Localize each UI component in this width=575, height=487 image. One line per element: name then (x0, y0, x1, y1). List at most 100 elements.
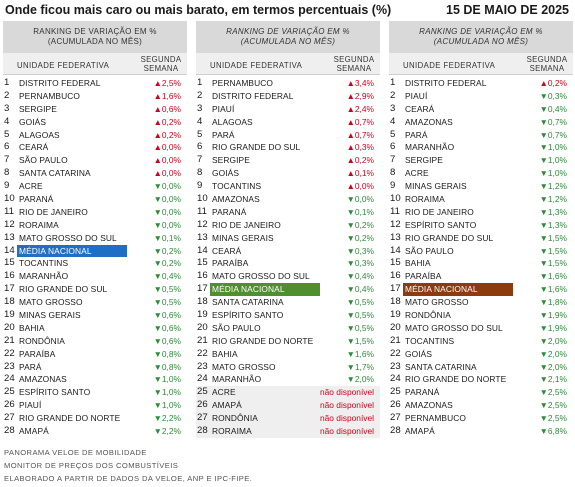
row-variation-value: ▲0,2% (153, 129, 181, 140)
row-variation-value: ▼2,0% (539, 361, 567, 372)
row-variation-value: ▲1,6% (153, 90, 181, 101)
row-state-name: MATO GROSSO (405, 297, 469, 308)
table-row: 14 SÃO PAULO ▼1,5% (389, 245, 573, 258)
row-state-name: RORAIMA (19, 219, 59, 230)
row-rank: 11 (4, 205, 14, 217)
row-variation-value: ▲2,9% (346, 90, 374, 101)
row-state-name: ALAGOAS (19, 129, 60, 140)
row-state-name: PARÁ (405, 129, 428, 140)
row-variation-value: ▼1,0% (539, 155, 567, 166)
row-rank: 5 (390, 128, 396, 140)
row-state-name: PERNAMBUCO (405, 413, 467, 424)
table-row: 19 RONDÔNIA ▼1,9% (389, 309, 573, 322)
row-variation-value: ▼0,5% (346, 322, 374, 333)
table-row: 4 ALAGOAS ▲0,7% (196, 116, 380, 129)
panel-title-line2: (ACUMULADA NO MÊS) (47, 37, 143, 46)
row-rank: 2 (197, 89, 203, 101)
row-variation-value: não disponível (319, 413, 374, 424)
row-rank: 21 (4, 334, 15, 346)
table-row: 15 PARAÍBA ▼0,3% (196, 257, 380, 270)
row-variation-value: ▼1,7% (346, 361, 374, 372)
row-rank: 26 (4, 399, 15, 411)
row-variation-value: ▼0,0% (346, 194, 374, 205)
table-row: 10 AMAZONAS ▼0,0% (196, 193, 380, 206)
column-header: UNIDADE FEDERATIVA SEGUNDA SEMANA (389, 53, 573, 75)
row-state-name: RORAIMA (212, 426, 252, 437)
row-variation-value: ▼0,4% (346, 284, 374, 295)
row-state-name: RORAIMA (405, 194, 445, 205)
row-state-name: RONDÔNIA (405, 310, 451, 321)
row-variation-value: ▼1,0% (153, 374, 181, 385)
table-row: 4 AMAZONAS ▼0,7% (389, 116, 573, 129)
row-variation-value: ▲0,0% (346, 181, 374, 192)
row-variation-value: ▼1,3% (539, 206, 567, 217)
table-row: 8 SANTA CATARINA ▲0,0% (3, 167, 187, 180)
table-row: 13 MATO GROSSO DO SUL ▼0,1% (3, 232, 187, 245)
row-state-name: GOIÁS (19, 116, 47, 127)
row-rank: 19 (4, 309, 15, 321)
row-variation-value: ▼0,8% (153, 348, 181, 359)
page-header: Onde ficou mais caro ou mais barato, em … (5, 3, 571, 21)
table-row: 3 PIAUÍ ▲2,4% (196, 103, 380, 116)
row-state-name: MATO GROSSO DO SUL (212, 271, 310, 282)
table-row-national-average: 14 MÉDIA NACIONAL ▼0,2% (3, 244, 187, 258)
table-row: 20 MATO GROSSO DO SUL ▼1,9% (389, 322, 573, 335)
row-rank: 6 (197, 141, 203, 153)
column-header-uf: UNIDADE FEDERATIVA (403, 61, 496, 70)
row-rank: 11 (197, 205, 207, 217)
row-variation-value: ▲3,4% (346, 78, 374, 88)
row-variation-value: ▼1,2% (539, 181, 567, 192)
row-variation-value: não disponível (319, 387, 374, 398)
row-variation-value: ▼0,8% (153, 361, 181, 372)
row-variation-value: ▲0,1% (346, 168, 374, 179)
row-variation-value: ▼1,6% (346, 348, 374, 359)
row-state-name: PIAUÍ (212, 103, 235, 114)
row-rank: 22 (197, 347, 208, 359)
row-state-name: MATO GROSSO DO SUL (19, 232, 117, 243)
row-variation-value: ▼1,6% (539, 284, 567, 295)
row-rank: 8 (390, 167, 396, 179)
row-state-name: MATO GROSSO (19, 297, 83, 308)
table-row: 6 MARANHÃO ▼1,0% (389, 141, 573, 154)
row-variation-value: ▼1,3% (539, 219, 567, 230)
row-state-name: BAHIA (19, 322, 45, 333)
row-rank: 4 (390, 115, 396, 127)
table-row: 9 TOCANTINS ▲0,0% (196, 180, 380, 193)
row-rank: 19 (197, 309, 208, 321)
column-header-week-line2: SEMANA (529, 63, 565, 73)
row-variation-value: ▲0,0% (153, 168, 181, 179)
row-rank: 15 (197, 257, 208, 269)
row-rank: 27 (197, 412, 208, 424)
table-row: 2 PIAUÍ ▼0,3% (389, 90, 573, 103)
row-rank: 20 (4, 321, 15, 333)
row-state-name: SERGIPE (405, 155, 443, 166)
row-state-name: AMAPÁ (19, 426, 49, 437)
table-row: 13 RIO GRANDE DO SUL ▼1,5% (389, 232, 573, 245)
row-rank: 23 (4, 360, 15, 372)
column-header-week-line2: SEMANA (336, 63, 372, 73)
table-row: 14 CEARÁ ▼0,3% (196, 245, 380, 258)
table-row: 5 PARÁ ▼0,7% (389, 129, 573, 142)
row-variation-value: ▼1,9% (539, 310, 567, 321)
row-rank: 16 (390, 270, 401, 282)
table-row: 3 CEARÁ ▼0,4% (389, 103, 573, 116)
table-row: 27 RONDÔNIA não disponível (196, 412, 380, 426)
table-row: 25 ACRE não disponível (196, 386, 380, 400)
table-row: 9 ACRE ▼0,0% (3, 180, 187, 193)
row-variation-value: ▼0,3% (346, 258, 374, 269)
row-variation-value: ▲0,2% (346, 155, 374, 166)
row-rank: 14 (197, 244, 208, 256)
table-row-national-average: 17 MÉDIA NACIONAL ▼0,4% (196, 283, 380, 297)
panel-title-line1: RANKING DE VARIAÇÃO EM % (33, 27, 157, 36)
table-row: 13 MINAS GERAIS ▼0,2% (196, 232, 380, 245)
row-state-name: CEARÁ (405, 103, 435, 114)
table-row: 6 CEARÁ ▲0,0% (3, 141, 187, 154)
row-rank: 24 (390, 373, 401, 385)
row-state-name: MATO GROSSO DO SUL (405, 322, 503, 333)
panel-title-line1: RANKING DE VARIAÇÃO EM % (419, 27, 543, 36)
row-rank: 13 (197, 231, 208, 243)
row-rank: 9 (197, 180, 203, 192)
row-rank: 9 (4, 180, 10, 192)
row-variation-value: ▲0,0% (153, 142, 181, 153)
row-variation-value: ▼0,1% (346, 206, 374, 217)
